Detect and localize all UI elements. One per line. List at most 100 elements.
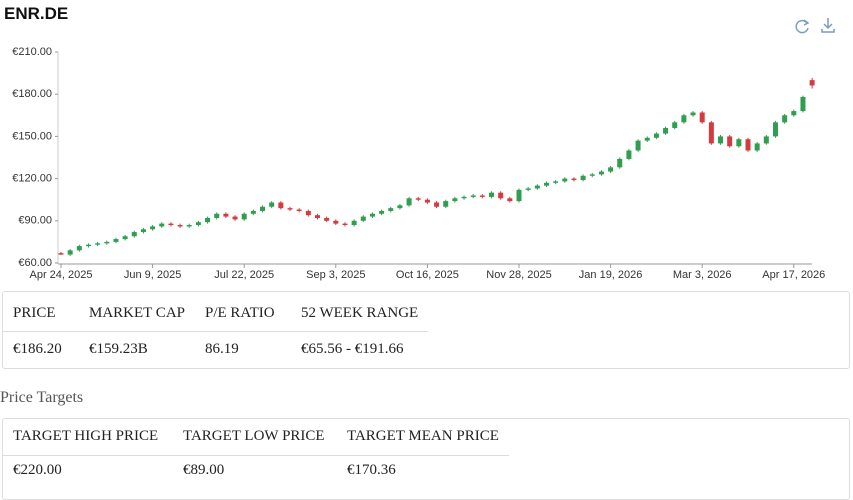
candle-body xyxy=(470,195,476,197)
candle-body xyxy=(763,136,769,144)
download-icon[interactable] xyxy=(821,18,835,33)
target-header: TARGET MEAN PRICE xyxy=(347,428,499,444)
candle-body xyxy=(369,213,375,217)
candle-body xyxy=(104,241,110,244)
candle-body xyxy=(250,210,256,214)
y-tick-label: €180.00 xyxy=(12,88,52,100)
target-header: TARGET HIGH PRICE xyxy=(13,428,159,444)
candle-body xyxy=(699,112,705,123)
candle-body xyxy=(443,201,449,207)
candle-body xyxy=(800,97,806,112)
candle-body xyxy=(434,202,440,207)
candle-body xyxy=(186,225,192,227)
chart: €60.00 €90.00 €120.00 €150.00 €180.00 €210.00… xyxy=(12,18,835,281)
candle-body xyxy=(516,189,522,202)
candle-body xyxy=(342,223,348,226)
candle-body xyxy=(754,143,760,151)
candle-body xyxy=(617,158,623,168)
candle-body xyxy=(278,202,284,209)
x-tick-label: Mar 3, 2026 xyxy=(673,269,732,281)
candle-body xyxy=(424,199,430,203)
stat-header: 52 WEEK RANGE xyxy=(301,305,419,321)
candle-body xyxy=(296,209,302,211)
candle-body xyxy=(223,213,229,217)
candle-body xyxy=(150,226,156,230)
candle-body xyxy=(672,122,678,128)
candle-body xyxy=(85,244,91,247)
target-value: €170.36 xyxy=(347,462,396,478)
candle-body xyxy=(809,80,815,86)
refresh-icon[interactable] xyxy=(795,19,810,34)
x-tick-label: Oct 16, 2025 xyxy=(396,269,459,281)
candle-body xyxy=(452,198,458,202)
candle-body xyxy=(663,127,669,134)
candle-body xyxy=(736,139,742,147)
stat-value: €186.20 xyxy=(13,341,62,357)
candle-body xyxy=(498,192,504,199)
candle-body xyxy=(635,140,641,151)
candle-body xyxy=(406,198,412,206)
stat-header: P/E RATIO xyxy=(205,305,275,321)
download-glyph xyxy=(821,18,835,33)
candle-body xyxy=(525,188,531,190)
refresh-arc xyxy=(795,19,809,34)
candle-body xyxy=(553,181,559,183)
candle-body xyxy=(122,236,128,240)
candle-body xyxy=(360,216,366,221)
y-tick-label: €90.00 xyxy=(18,215,52,227)
section-title: Price Targets xyxy=(0,389,84,406)
x-tick-label: Nov 28, 2025 xyxy=(486,269,551,281)
x-tick-label: Sep 3, 2025 xyxy=(306,269,365,281)
targets-table: TARGET HIGH PRICE TARGET LOW PRICE TARGE… xyxy=(2,418,850,500)
ticker-title: ENR.DE xyxy=(4,4,69,23)
candle-body xyxy=(608,167,614,172)
candle-body xyxy=(269,202,275,207)
candle-body xyxy=(95,243,101,245)
candle-body xyxy=(534,185,540,189)
candle-body xyxy=(507,198,513,202)
candle-body xyxy=(745,139,751,151)
stat-header: PRICE xyxy=(13,305,56,321)
candle-body xyxy=(543,182,549,186)
candle-body xyxy=(58,253,64,255)
candle-body xyxy=(571,178,577,181)
candle-body xyxy=(388,208,394,211)
stat-value: €65.56 - €191.66 xyxy=(301,341,404,357)
candle-body xyxy=(214,213,220,218)
stats-table: PRICE MARKET CAP P/E RATIO 52 WEEK RANGE… xyxy=(2,291,850,369)
x-tick-label: Jan 19, 2026 xyxy=(579,269,643,281)
candle-body xyxy=(653,133,659,138)
candle-body xyxy=(562,178,568,182)
candle-body xyxy=(241,213,247,220)
candle-body xyxy=(626,150,632,159)
candle-body xyxy=(287,208,293,210)
candle-body xyxy=(305,210,311,216)
candle-body xyxy=(782,115,788,123)
candle-body xyxy=(690,112,696,116)
candle-body xyxy=(379,210,385,214)
candle-body xyxy=(397,205,403,209)
page: ENR.DE €60.00 €90.00 €120.00 €150.00 €180.00… xyxy=(0,4,850,500)
candle-body xyxy=(177,225,183,227)
target-value: €220.00 xyxy=(13,462,62,478)
candle-body xyxy=(351,220,357,226)
candle-body xyxy=(718,136,724,144)
target-value: €89.00 xyxy=(183,462,225,478)
candle-body xyxy=(195,222,201,226)
target-header: TARGET LOW PRICE xyxy=(183,428,325,444)
candle-body xyxy=(415,198,421,200)
x-tick-label: Apr 24, 2025 xyxy=(30,269,93,281)
candle-body xyxy=(461,196,467,199)
x-tick-label: Jun 9, 2025 xyxy=(124,269,182,281)
candle-body xyxy=(314,215,320,218)
header-rule xyxy=(3,331,428,332)
candle-body xyxy=(131,232,137,237)
candle-body xyxy=(333,220,339,224)
candle-body xyxy=(260,206,266,211)
candle-body xyxy=(644,137,650,141)
refresh-arrow xyxy=(803,19,810,26)
candle-body xyxy=(324,217,330,221)
stat-header: MARKET CAP xyxy=(89,305,185,321)
candle-body xyxy=(113,239,119,242)
candle-body xyxy=(489,192,495,197)
